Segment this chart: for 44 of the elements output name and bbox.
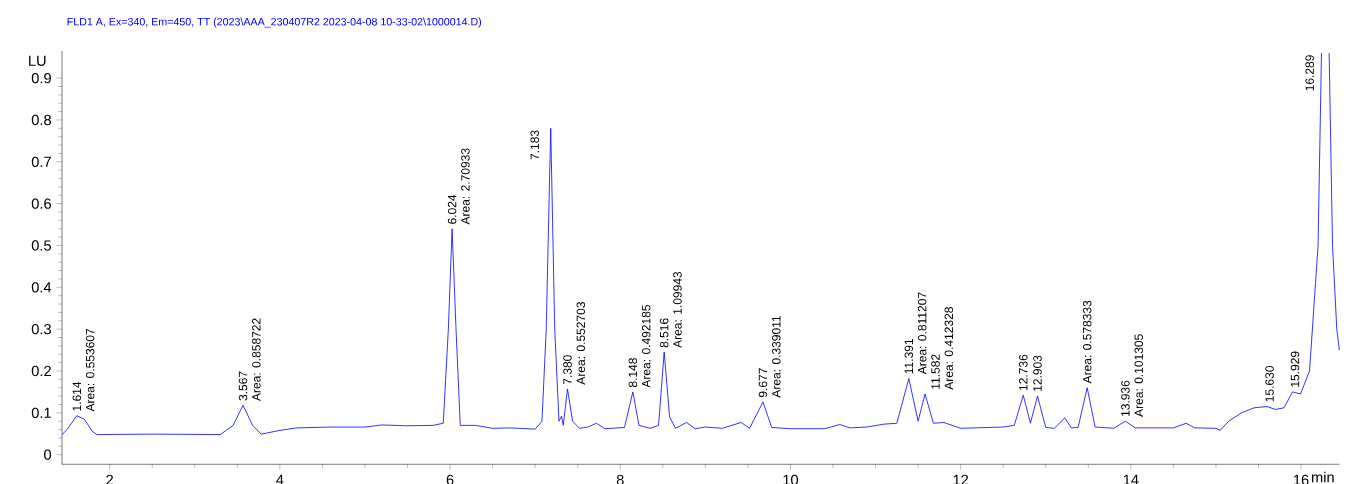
y-tick-label: 0.1: [31, 407, 51, 419]
x-tick-label: 2: [106, 474, 114, 484]
annotation: Area: 0.339011: [772, 315, 781, 398]
annotation: Area: 1.09943: [673, 271, 682, 348]
chart-title: FLD1 A, Ex=340, Em=450, TT (2023\AAA_230407R2 2023-04-08 10-33-02\1000014.D): [67, 17, 482, 28]
annotation: 1.614: [72, 381, 82, 411]
x-axis-title: min: [1311, 471, 1334, 483]
annotation: Area: 0.858722: [252, 318, 261, 401]
annotation: Area: 2.70933: [461, 148, 470, 225]
x-tick-label: 4: [276, 474, 284, 484]
annotation: 12.903: [1033, 355, 1042, 391]
annotation: 16.289: [1305, 55, 1314, 91]
annotation: 13.936: [1121, 380, 1130, 416]
y-tick-label: 0.7: [31, 156, 51, 167]
annotation: 3.567: [238, 371, 248, 401]
annotation: 11.391: [904, 339, 914, 374]
x-tick-label: 12: [953, 474, 969, 484]
y-tick-label: 0.8: [31, 114, 51, 126]
annotation: Area: 0.101305: [1134, 334, 1143, 417]
y-tick-label: 0.2: [31, 365, 51, 377]
x-tick-label: 14: [1123, 474, 1139, 484]
y-tick-label: 0.5: [31, 240, 51, 251]
annotation: Area: 0.811207: [917, 292, 927, 375]
annotation: 8.148: [628, 358, 638, 388]
annotation: Area: 0.552703: [576, 302, 586, 385]
y-tick-label: 0.4: [31, 282, 52, 293]
y-tick-label: 0.6: [31, 198, 51, 209]
y-tick-label: 0.9: [31, 72, 51, 84]
annotation: 7.183: [530, 130, 539, 160]
y-tick-label: 0: [44, 449, 52, 460]
annotation: Area: 0.412328: [944, 307, 954, 390]
annotation: 15.929: [1290, 351, 1300, 387]
annotation: Area: 0.492185: [641, 304, 651, 388]
annotation: 11.582: [931, 354, 940, 389]
annotation: 9.677: [758, 368, 768, 398]
annotation: Area: 0.578333: [1082, 300, 1092, 384]
annotation: 12.736: [1019, 354, 1028, 391]
annotation: 8.516: [659, 318, 669, 348]
annotation: Area: 0.553607: [85, 328, 95, 412]
annotation: 7.380: [563, 355, 572, 385]
y-tick-label: 0.3: [31, 323, 51, 335]
annotation: 15.630: [1265, 366, 1274, 402]
annotation: 6.024: [447, 194, 457, 224]
y-axis-title: LU: [29, 55, 46, 66]
